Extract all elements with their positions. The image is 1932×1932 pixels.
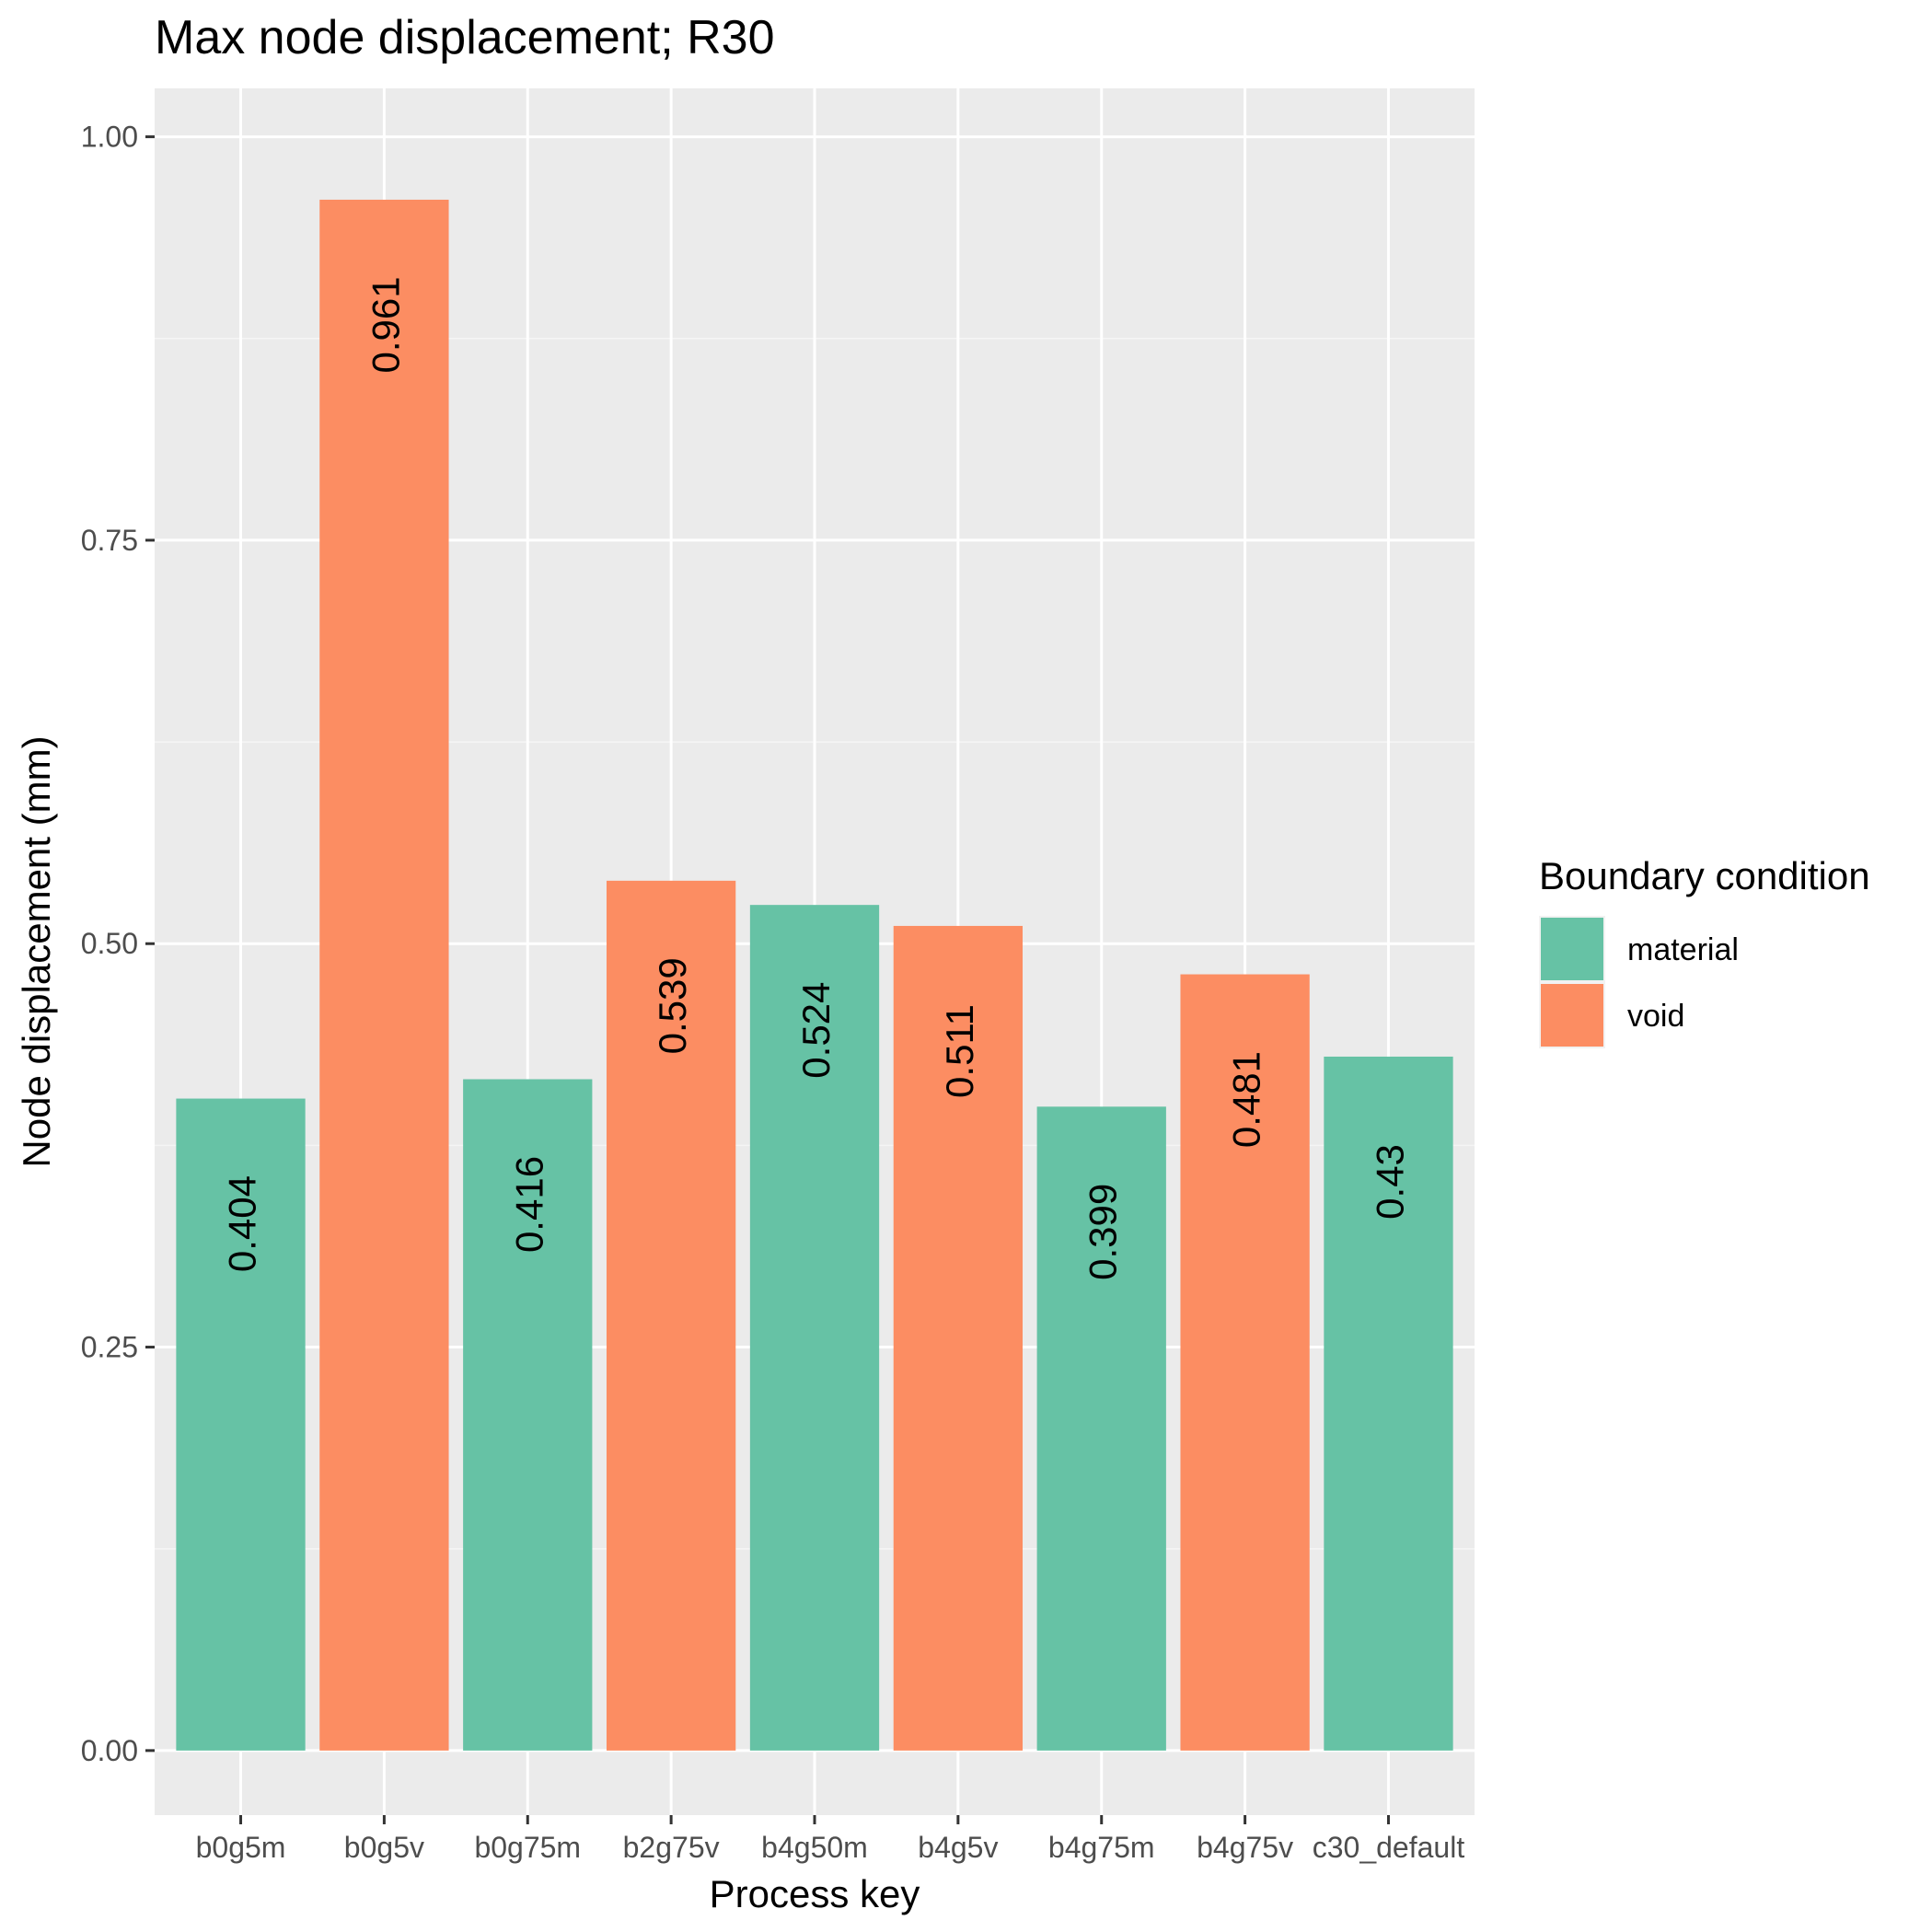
y-axis: 0.00 0.25 0.50 0.75 1.00 <box>81 121 155 1767</box>
y-tick-label: 1.00 <box>81 121 138 154</box>
bar-b4g75v <box>1180 974 1310 1751</box>
bar-value-label: 0.404 <box>221 1175 264 1272</box>
bar-value-label: 0.539 <box>651 957 694 1054</box>
chart-title: Max node displacement; R30 <box>155 11 775 64</box>
x-tick-label: b4g75v <box>1197 1831 1293 1864</box>
x-tick-label: b4g5v <box>918 1831 998 1864</box>
x-tick-label: b0g75m <box>474 1831 581 1864</box>
bar-value-labels: 0.404 0.961 0.416 0.539 0.524 0.511 0.399 0.481… <box>221 276 1412 1279</box>
legend-title: Boundary condition <box>1539 854 1870 897</box>
x-tick-label: b4g75m <box>1048 1831 1155 1864</box>
bar-b0g5v <box>319 199 449 1751</box>
bar-value-label: 0.416 <box>507 1156 550 1253</box>
bar-b4g5v <box>893 925 1024 1751</box>
y-tick-label: 0.00 <box>81 1734 138 1767</box>
y-tick-label: 0.25 <box>81 1331 138 1364</box>
bar-b4g75m <box>1036 1106 1166 1751</box>
bar-value-label: 0.511 <box>938 1004 981 1098</box>
bar-c30_default <box>1324 1056 1453 1751</box>
x-tick-label: b0g5v <box>344 1831 424 1864</box>
legend-label: void <box>1627 999 1684 1034</box>
bar-value-label: 0.43 <box>1368 1144 1411 1220</box>
bar-value-label: 0.961 <box>364 276 407 373</box>
bar-value-label: 0.524 <box>794 982 838 1079</box>
bar-b0g5m <box>176 1098 306 1751</box>
bar-value-label: 0.399 <box>1082 1184 1125 1280</box>
x-tick-label: b2g75v <box>623 1831 720 1864</box>
bar-b4g50m <box>749 905 880 1751</box>
y-tick-label: 0.75 <box>81 524 138 557</box>
x-tick-label: b4g50m <box>761 1831 868 1864</box>
bar-b2g75v <box>606 880 736 1751</box>
bar-b0g75m <box>463 1079 593 1751</box>
legend-swatch-void <box>1541 984 1603 1047</box>
y-tick-label: 0.50 <box>81 927 138 960</box>
legend-label: material <box>1627 932 1739 967</box>
x-tick-label: b0g5m <box>196 1831 286 1864</box>
bar-value-label: 0.481 <box>1225 1051 1268 1148</box>
x-axis: b0g5m b0g5v b0g75m b2g75v b4g50m b4g5v b4g75m b… <box>196 1815 1465 1864</box>
x-tick-label: c30_default <box>1313 1831 1465 1864</box>
legend-entries: material void <box>1539 916 1739 1048</box>
y-axis-title: Node displacement (mm) <box>15 735 58 1167</box>
legend-swatch-material <box>1541 918 1603 980</box>
bars <box>176 199 1453 1751</box>
legend: Boundary condition material void <box>1539 854 1870 1048</box>
x-axis-title: Process key <box>710 1872 920 1915</box>
